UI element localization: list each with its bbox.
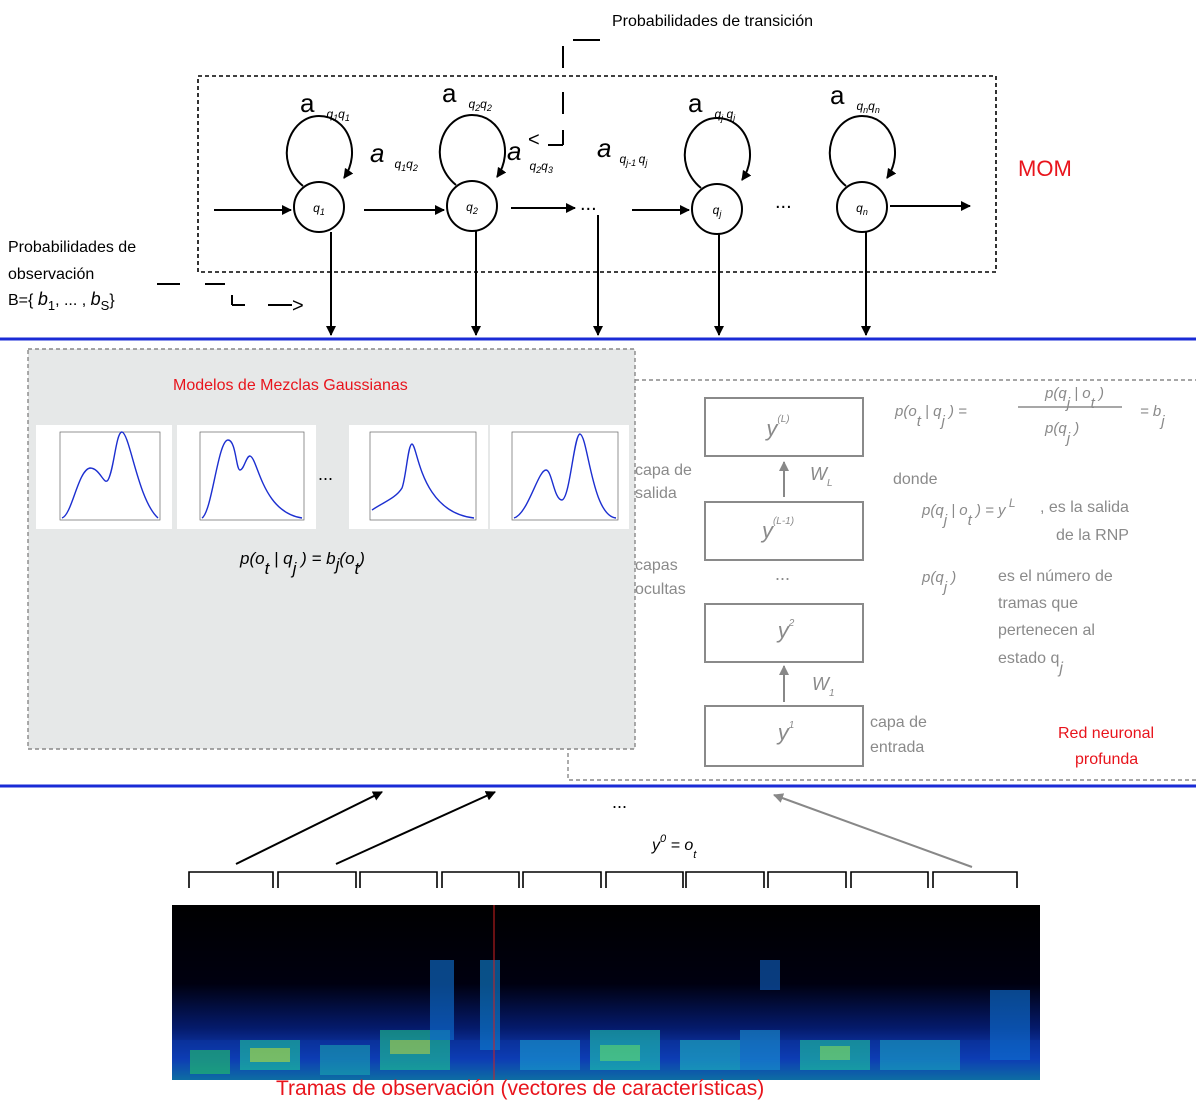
- output-layer-label-2: salida: [635, 485, 677, 502]
- input-layer-label-1: capa de: [870, 714, 927, 731]
- mom-label: MOM: [1018, 156, 1072, 181]
- svg-text:= bj: = bj: [1140, 403, 1165, 430]
- spectrogram: [172, 905, 1040, 1080]
- self-transition-a22: a q2q2: [442, 78, 492, 113]
- frame-brackets: [188, 871, 1018, 888]
- svg-text:p(qj ): p(qj ): [1044, 420, 1079, 447]
- hidden-layers-label-2: ocultas: [635, 581, 686, 598]
- dnn-dotted-frame: [567, 379, 1196, 781]
- hmm-section: Probabilidades de transición < MOM q1 q2…: [8, 13, 1072, 336]
- dnn-label-1: Red neuronal: [1058, 725, 1154, 742]
- dnn-hidden-ellipsis: ...: [775, 564, 790, 584]
- prior-text-4: estado qj: [998, 650, 1063, 677]
- self-transition-ann: a qnqn: [830, 80, 880, 115]
- gmm-title: Modelos de Mezclas Gaussianas: [173, 377, 408, 394]
- input-formula: y0 = ot: [651, 833, 697, 861]
- self-loop-qj: [683, 116, 752, 189]
- weight-WL: WL: [810, 464, 833, 489]
- frames-ellipsis: ...: [612, 792, 627, 812]
- dnn-label-2: profunda: [1075, 751, 1138, 768]
- state-q2: q2: [446, 180, 498, 232]
- dnn-layer-1: [704, 705, 864, 767]
- prior-text-1: es el número de: [998, 568, 1113, 585]
- transition-probabilities-title: Probabilidades de transición: [612, 13, 813, 30]
- dnn-main-formula: p(ot | qj ) = p(qj | ot ) p(qj ) = bj: [894, 385, 1165, 447]
- dnn-layer-2: [704, 603, 864, 663]
- states-ellipsis-2: ...: [775, 191, 792, 213]
- frame-arrow-2: [335, 791, 496, 865]
- gmm-plot-4: [490, 425, 629, 529]
- state-qn: qn: [836, 181, 888, 233]
- self-loop-q1: [285, 114, 354, 187]
- svg-text:qn: qn: [856, 201, 868, 217]
- obs-prob-line3: B={ b1, ... , bS}: [8, 289, 115, 313]
- prior-formula: p(qj ): [921, 569, 956, 596]
- gmm-panel: Modelos de Mezclas Gaussianas ... p(ot |…: [27, 348, 636, 750]
- donde-text: donde: [893, 471, 938, 488]
- frames-caption: Tramas de observación (vectores de carac…: [276, 1077, 764, 1100]
- hidden-layers-label-1: capas: [635, 557, 678, 574]
- frame-arrow-1: [235, 791, 383, 865]
- gmm-plot-2: [177, 425, 316, 529]
- self-transition-a11: a q1q1: [300, 88, 350, 123]
- obs-prob-line2: observación: [8, 266, 94, 283]
- transition-arrowhead-glyph: <: [528, 129, 540, 151]
- prior-text-3: pertenecen al: [998, 622, 1095, 639]
- svg-text:q2: q2: [466, 200, 478, 216]
- states-ellipsis: ...: [580, 193, 597, 215]
- self-loop-q2: [438, 113, 507, 186]
- prior-text-2: tramas que: [998, 595, 1078, 612]
- obs-prob-line1: Probabilidades de: [8, 239, 136, 256]
- weight-W1: W1: [812, 674, 835, 699]
- gmm-plot-1: [36, 425, 172, 529]
- dnn-layer-L: [704, 397, 864, 457]
- dnn-panel: y(L) WL y(L-1) ... y2 W1 y1 capa de sali…: [567, 379, 1196, 781]
- svg-text:p(ot | qj ) =: p(ot | qj ) =: [894, 403, 967, 430]
- frames-section: ... y0 = ot: [172, 791, 1040, 1100]
- gmm-plot-3: [349, 425, 488, 529]
- frame-arrow-3: [773, 793, 973, 868]
- output-layer-label-1: capa de: [635, 462, 692, 479]
- svg-text:p(qj | ot ): p(qj | ot ): [1044, 385, 1104, 412]
- posterior-text-2: de la RNP: [1056, 527, 1129, 544]
- self-loop-qn: [828, 114, 897, 187]
- obs-bracket-arrowhead: >: [292, 295, 304, 317]
- transition-a12: a q1q2: [370, 138, 418, 173]
- gmm-ellipsis: ...: [318, 464, 333, 484]
- input-layer-label-2: entrada: [870, 739, 924, 756]
- svg-text:qj: qj: [713, 203, 723, 219]
- transition-aj1j: a qj-1 qj: [597, 133, 648, 168]
- dnn-layer-L-1: [704, 501, 864, 561]
- state-qj: qj: [691, 183, 743, 235]
- posterior-text-1: , es la salida: [1040, 499, 1129, 516]
- posterior-formula: p(qj | ot ) = y L: [921, 496, 1016, 529]
- state-q1: q1: [293, 181, 345, 233]
- svg-text:q1: q1: [313, 201, 325, 217]
